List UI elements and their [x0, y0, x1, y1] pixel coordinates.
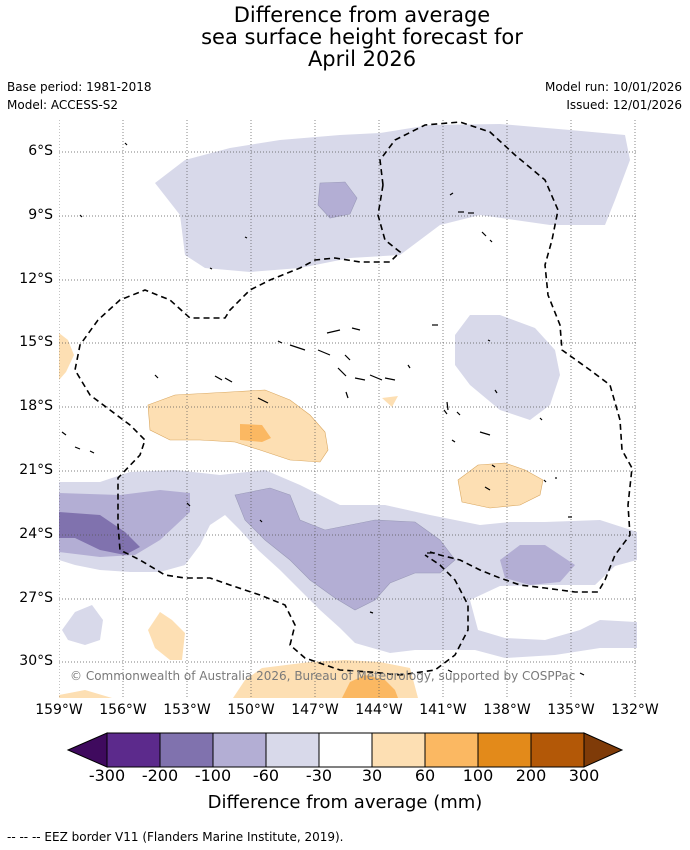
colorbar-swatch-6: [371, 732, 426, 768]
eez-border-french-polynesia: [379, 121, 633, 593]
anomaly-region-medium-purple-east: [500, 545, 575, 585]
colorbar-tick-label: 100: [462, 766, 494, 785]
lat-label: 9°S: [28, 207, 53, 223]
anomaly-region-orange-south: [342, 675, 398, 698]
meta-right: Model run: 10/01/2026 Issued: 12/01/2026: [545, 78, 682, 114]
colorbar-swatch-8: [477, 732, 532, 768]
colorbar-swatch-3: [212, 732, 267, 768]
colorbar-swatch-7: [424, 732, 479, 768]
colorbar-swatch-10: [583, 732, 624, 768]
colorbar-title: Difference from average (mm): [207, 792, 483, 813]
lon-label: 135°W: [547, 702, 595, 718]
eez-border-central: [74, 184, 469, 676]
copyright-notice: © Commonwealth of Australia 2026, Bureau…: [70, 669, 576, 683]
lon-label: 156°W: [99, 702, 147, 718]
colorbar-swatch-9: [530, 732, 585, 768]
lon-label: 147°W: [291, 702, 339, 718]
anomaly-region-medium-purple-central: [235, 488, 455, 610]
colorbar-swatch-5: [318, 732, 373, 768]
lat-label: 27°S: [19, 590, 53, 606]
lon-label: 159°W: [35, 702, 83, 718]
anomaly-region-light-orange-speck: [382, 396, 398, 407]
lat-label: 6°S: [28, 143, 53, 159]
colorbar-swatch-1: [106, 732, 161, 768]
anomaly-region-light-orange-southwest: [148, 612, 185, 660]
anomaly-region-light-purple-southwest: [62, 605, 103, 645]
colorbar: [66, 732, 624, 768]
lat-label: 24°S: [19, 526, 53, 542]
lon-label: 138°W: [483, 702, 531, 718]
anomaly-region-light-orange-west: [59, 333, 74, 380]
lat-label: 21°S: [19, 462, 53, 478]
lon-label: 141°W: [419, 702, 467, 718]
lon-label: 144°W: [355, 702, 403, 718]
colorbar-tick-label: -30: [305, 766, 333, 785]
map-area: [59, 120, 637, 698]
model-run: Model run: 10/01/2026: [544, 80, 682, 94]
colorbar-tick-label: 30: [361, 766, 383, 785]
eez-legend-note: -- -- -- EEZ border V11 (Flanders Marine…: [7, 830, 344, 844]
title-line-2: sea surface height forecast for: [201, 25, 523, 49]
colorbar-swatch-4: [265, 732, 320, 768]
colorbar-tick-label: -100: [194, 766, 232, 785]
gridlines: [59, 120, 637, 698]
anomaly-region-light-orange-central: [148, 390, 328, 462]
map-title: Difference from average sea surface heig…: [0, 4, 690, 70]
anomaly-region-medium-purple-north: [318, 182, 357, 218]
anomaly-region-light-purple-east: [455, 315, 560, 420]
lon-label: 132°W: [611, 702, 659, 718]
colorbar-tick-label: 200: [515, 766, 547, 785]
colorbar-swatch-0: [66, 732, 108, 768]
colorbar-tick-label: -200: [141, 766, 179, 785]
colorbar-tick-label: -60: [252, 766, 280, 785]
title-line-3: April 2026: [307, 47, 417, 71]
colorbar-tick-label: 300: [568, 766, 600, 785]
colorbar-tick-label: 60: [414, 766, 436, 785]
lat-label: 30°S: [19, 653, 53, 669]
islands: [61, 142, 585, 676]
eez-borders: [74, 121, 633, 676]
lon-label: 153°W: [163, 702, 211, 718]
issued-date: Issued: 12/01/2026: [566, 98, 682, 112]
colorbar-tick-label: -300: [88, 766, 126, 785]
title-line-1: Difference from average: [233, 3, 491, 27]
lat-label: 18°S: [19, 398, 53, 414]
model-name: Model: ACCESS-S2: [7, 98, 119, 112]
base-period: Base period: 1981-2018: [7, 80, 152, 94]
lon-label: 150°W: [227, 702, 275, 718]
colorbar-swatch-2: [159, 732, 214, 768]
anomaly-region-light-orange-corner: [59, 690, 112, 698]
meta-left: Base period: 1981-2018 Model: ACCESS-S2: [7, 78, 152, 114]
anomaly-region-orange-central: [240, 424, 271, 442]
contour-lines-warm: [147, 389, 544, 509]
lat-label: 12°S: [19, 271, 53, 287]
lat-label: 15°S: [19, 334, 53, 350]
anomaly-region-light-purple-north: [155, 124, 630, 272]
contour-lines: [234, 181, 456, 611]
anomaly-region-light-orange-east: [458, 463, 543, 508]
